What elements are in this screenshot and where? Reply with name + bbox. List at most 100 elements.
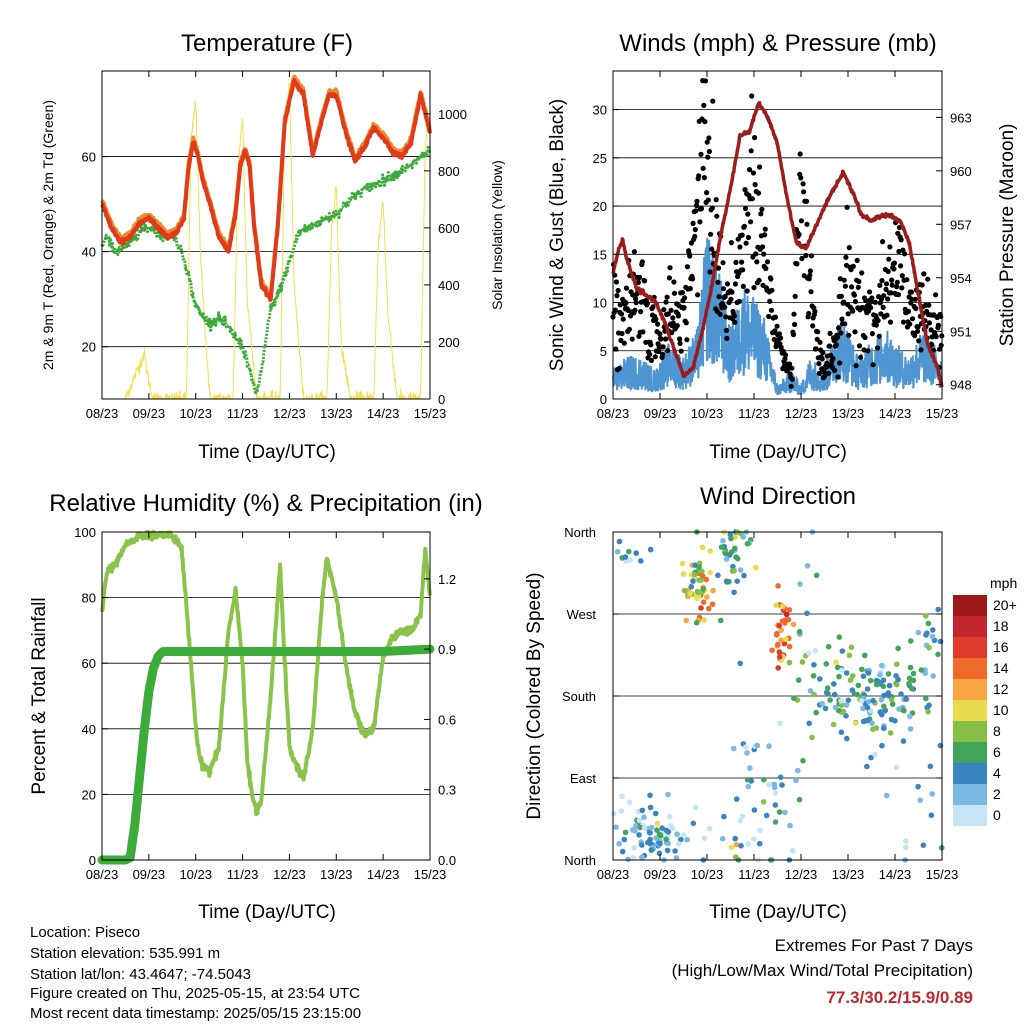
direction-point <box>683 617 689 624</box>
direction-point <box>706 605 712 612</box>
direction-point <box>930 673 936 679</box>
direction-point <box>704 594 710 600</box>
direction-point <box>674 831 680 837</box>
gust-point <box>800 181 806 187</box>
direction-point <box>843 702 850 708</box>
direction-point <box>888 696 895 703</box>
direction-point <box>888 716 895 723</box>
gust-point <box>881 293 887 299</box>
gust-point <box>851 292 858 298</box>
gust-point <box>701 102 707 108</box>
direction-point <box>748 778 755 784</box>
gust-point <box>799 255 805 262</box>
gust-point <box>621 340 627 346</box>
gust-point <box>694 198 700 204</box>
gust-point <box>838 330 844 336</box>
gust-point <box>759 206 765 212</box>
direction-point <box>613 824 619 830</box>
gust-point <box>862 334 868 341</box>
direction-point <box>874 678 880 684</box>
direction-point <box>772 790 779 796</box>
direction-point <box>795 677 802 683</box>
info-elevation: Station elevation: 535.991 m <box>30 945 220 962</box>
gust-point <box>852 329 858 335</box>
gust-point <box>935 322 942 328</box>
direction-point <box>872 751 878 758</box>
gust-point <box>623 300 629 306</box>
gust-point <box>788 383 794 389</box>
gust-point <box>660 344 666 350</box>
gust-point <box>798 175 804 181</box>
gust-point <box>834 334 841 340</box>
y2-tick-label: 957 <box>950 217 972 232</box>
direction-point <box>779 603 786 610</box>
gust-point <box>817 339 823 345</box>
gust-point <box>640 329 646 335</box>
gust-point <box>887 244 893 250</box>
winds-xlabel: Time (Day/UTC) <box>709 442 847 463</box>
y-tick-label: 20 <box>593 199 607 214</box>
direction-point <box>665 791 671 798</box>
gust-point <box>938 313 944 319</box>
gust-point <box>909 316 916 322</box>
info-latlon: Station lat/lon: 43.4647; -74.5043 <box>30 966 251 983</box>
direction-point <box>737 818 743 824</box>
gust-point <box>627 313 634 319</box>
direction-point <box>733 796 740 802</box>
gust-point <box>792 321 798 328</box>
direction-point <box>910 670 917 677</box>
direction-point <box>681 587 688 594</box>
x-tick-label: 13/23 <box>320 406 353 421</box>
direction-point <box>722 550 729 557</box>
direction-point <box>701 835 708 841</box>
gust-point <box>764 259 771 265</box>
gust-point <box>833 342 839 348</box>
direction-point <box>657 840 663 847</box>
direction-point <box>775 665 781 671</box>
direction-point <box>626 799 633 806</box>
gust-point <box>774 323 780 329</box>
x-tick-label: 09/23 <box>644 406 677 421</box>
gust-point <box>767 298 773 304</box>
gust-point <box>769 287 775 293</box>
direction-point <box>813 572 820 579</box>
direction-point <box>720 537 726 544</box>
gust-point <box>810 323 816 329</box>
gust-point <box>707 269 713 275</box>
y2-tick-label: 1.2 <box>438 572 456 587</box>
direction-point <box>696 564 702 570</box>
direction-point <box>811 662 817 668</box>
direction-point <box>870 697 876 704</box>
gust-point <box>758 211 764 217</box>
x-tick-label: 12/23 <box>273 867 306 882</box>
direction-point <box>907 664 914 671</box>
direction-point <box>811 691 817 698</box>
direction-point <box>924 630 930 636</box>
y2-tick-label: 400 <box>438 278 460 293</box>
direction-point <box>699 544 706 551</box>
gust-point <box>873 322 880 328</box>
direction-point <box>883 792 890 799</box>
direction-point <box>645 839 651 846</box>
direction-point <box>633 550 639 556</box>
legend-swatch <box>953 679 987 700</box>
direction-point <box>915 783 921 790</box>
direction-xlabel: Time (Day/UTC) <box>709 902 847 923</box>
gust-point <box>869 331 876 337</box>
direction-point <box>639 807 646 814</box>
gust-point <box>613 279 620 285</box>
gust-point <box>698 151 704 157</box>
direction-point <box>881 692 887 699</box>
gust-point <box>636 333 642 339</box>
direction-point <box>690 578 696 584</box>
direction-point <box>776 649 783 655</box>
direction-point <box>827 697 833 703</box>
direction-point <box>838 698 844 704</box>
gust-point <box>706 135 712 141</box>
legend-swatch <box>953 742 987 763</box>
direction-point <box>619 793 625 800</box>
gust-point <box>842 283 849 289</box>
direction-point <box>678 836 684 843</box>
t2m-line <box>100 78 432 302</box>
